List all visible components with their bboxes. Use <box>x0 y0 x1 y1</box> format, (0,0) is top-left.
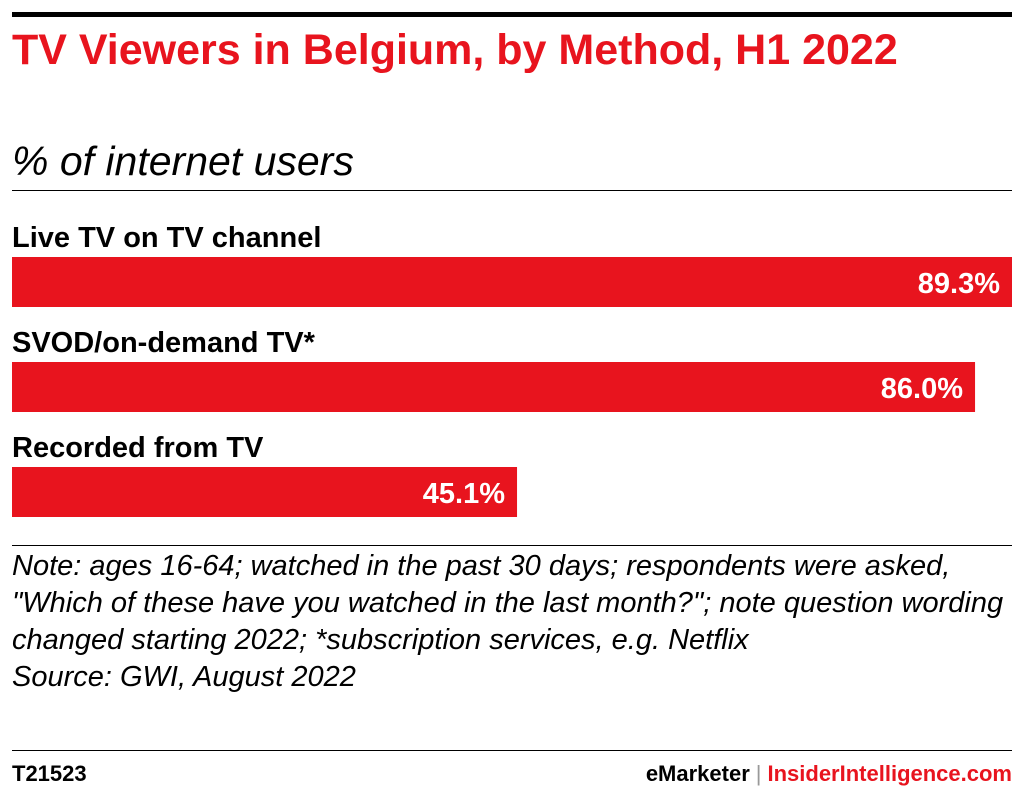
category-label: Recorded from TV <box>12 432 264 464</box>
header-divider <box>12 190 1012 191</box>
bar-chart: Live TV on TV channel 89.3% SVOD/on-demand… <box>12 222 1012 517</box>
brand-insiderintelligence: InsiderIntelligence.com <box>767 761 1012 786</box>
bar <box>12 467 518 517</box>
chart-subtitle: % of internet users <box>12 138 354 184</box>
note-divider <box>12 545 1012 546</box>
category-label: Live TV on TV channel <box>12 222 321 254</box>
brand-emarketer: eMarketer <box>645 761 750 786</box>
note-text: Note: ages 16-64; watched in the past 30… <box>12 550 1004 656</box>
top-rule <box>12 12 1012 17</box>
category-label: SVOD/on-demand TV* <box>12 327 316 359</box>
bar <box>12 362 976 412</box>
value-label: 89.3% <box>918 268 1000 300</box>
value-label: 45.1% <box>423 478 505 510</box>
chart-id: T21523 <box>12 761 87 786</box>
source-text: Source: GWI, August 2022 <box>12 661 356 693</box>
brand-separator: | <box>755 761 762 786</box>
footer-divider <box>12 750 1012 751</box>
chart-title: TV Viewers in Belgium, by Method, H1 202… <box>12 26 898 74</box>
footer-brand: eMarketer | InsiderIntelligence.com <box>646 761 1012 787</box>
chart-note: Note: ages 16-64; watched in the past 30… <box>12 548 1012 696</box>
value-label: 86.0% <box>881 373 963 405</box>
bar <box>12 257 1012 307</box>
